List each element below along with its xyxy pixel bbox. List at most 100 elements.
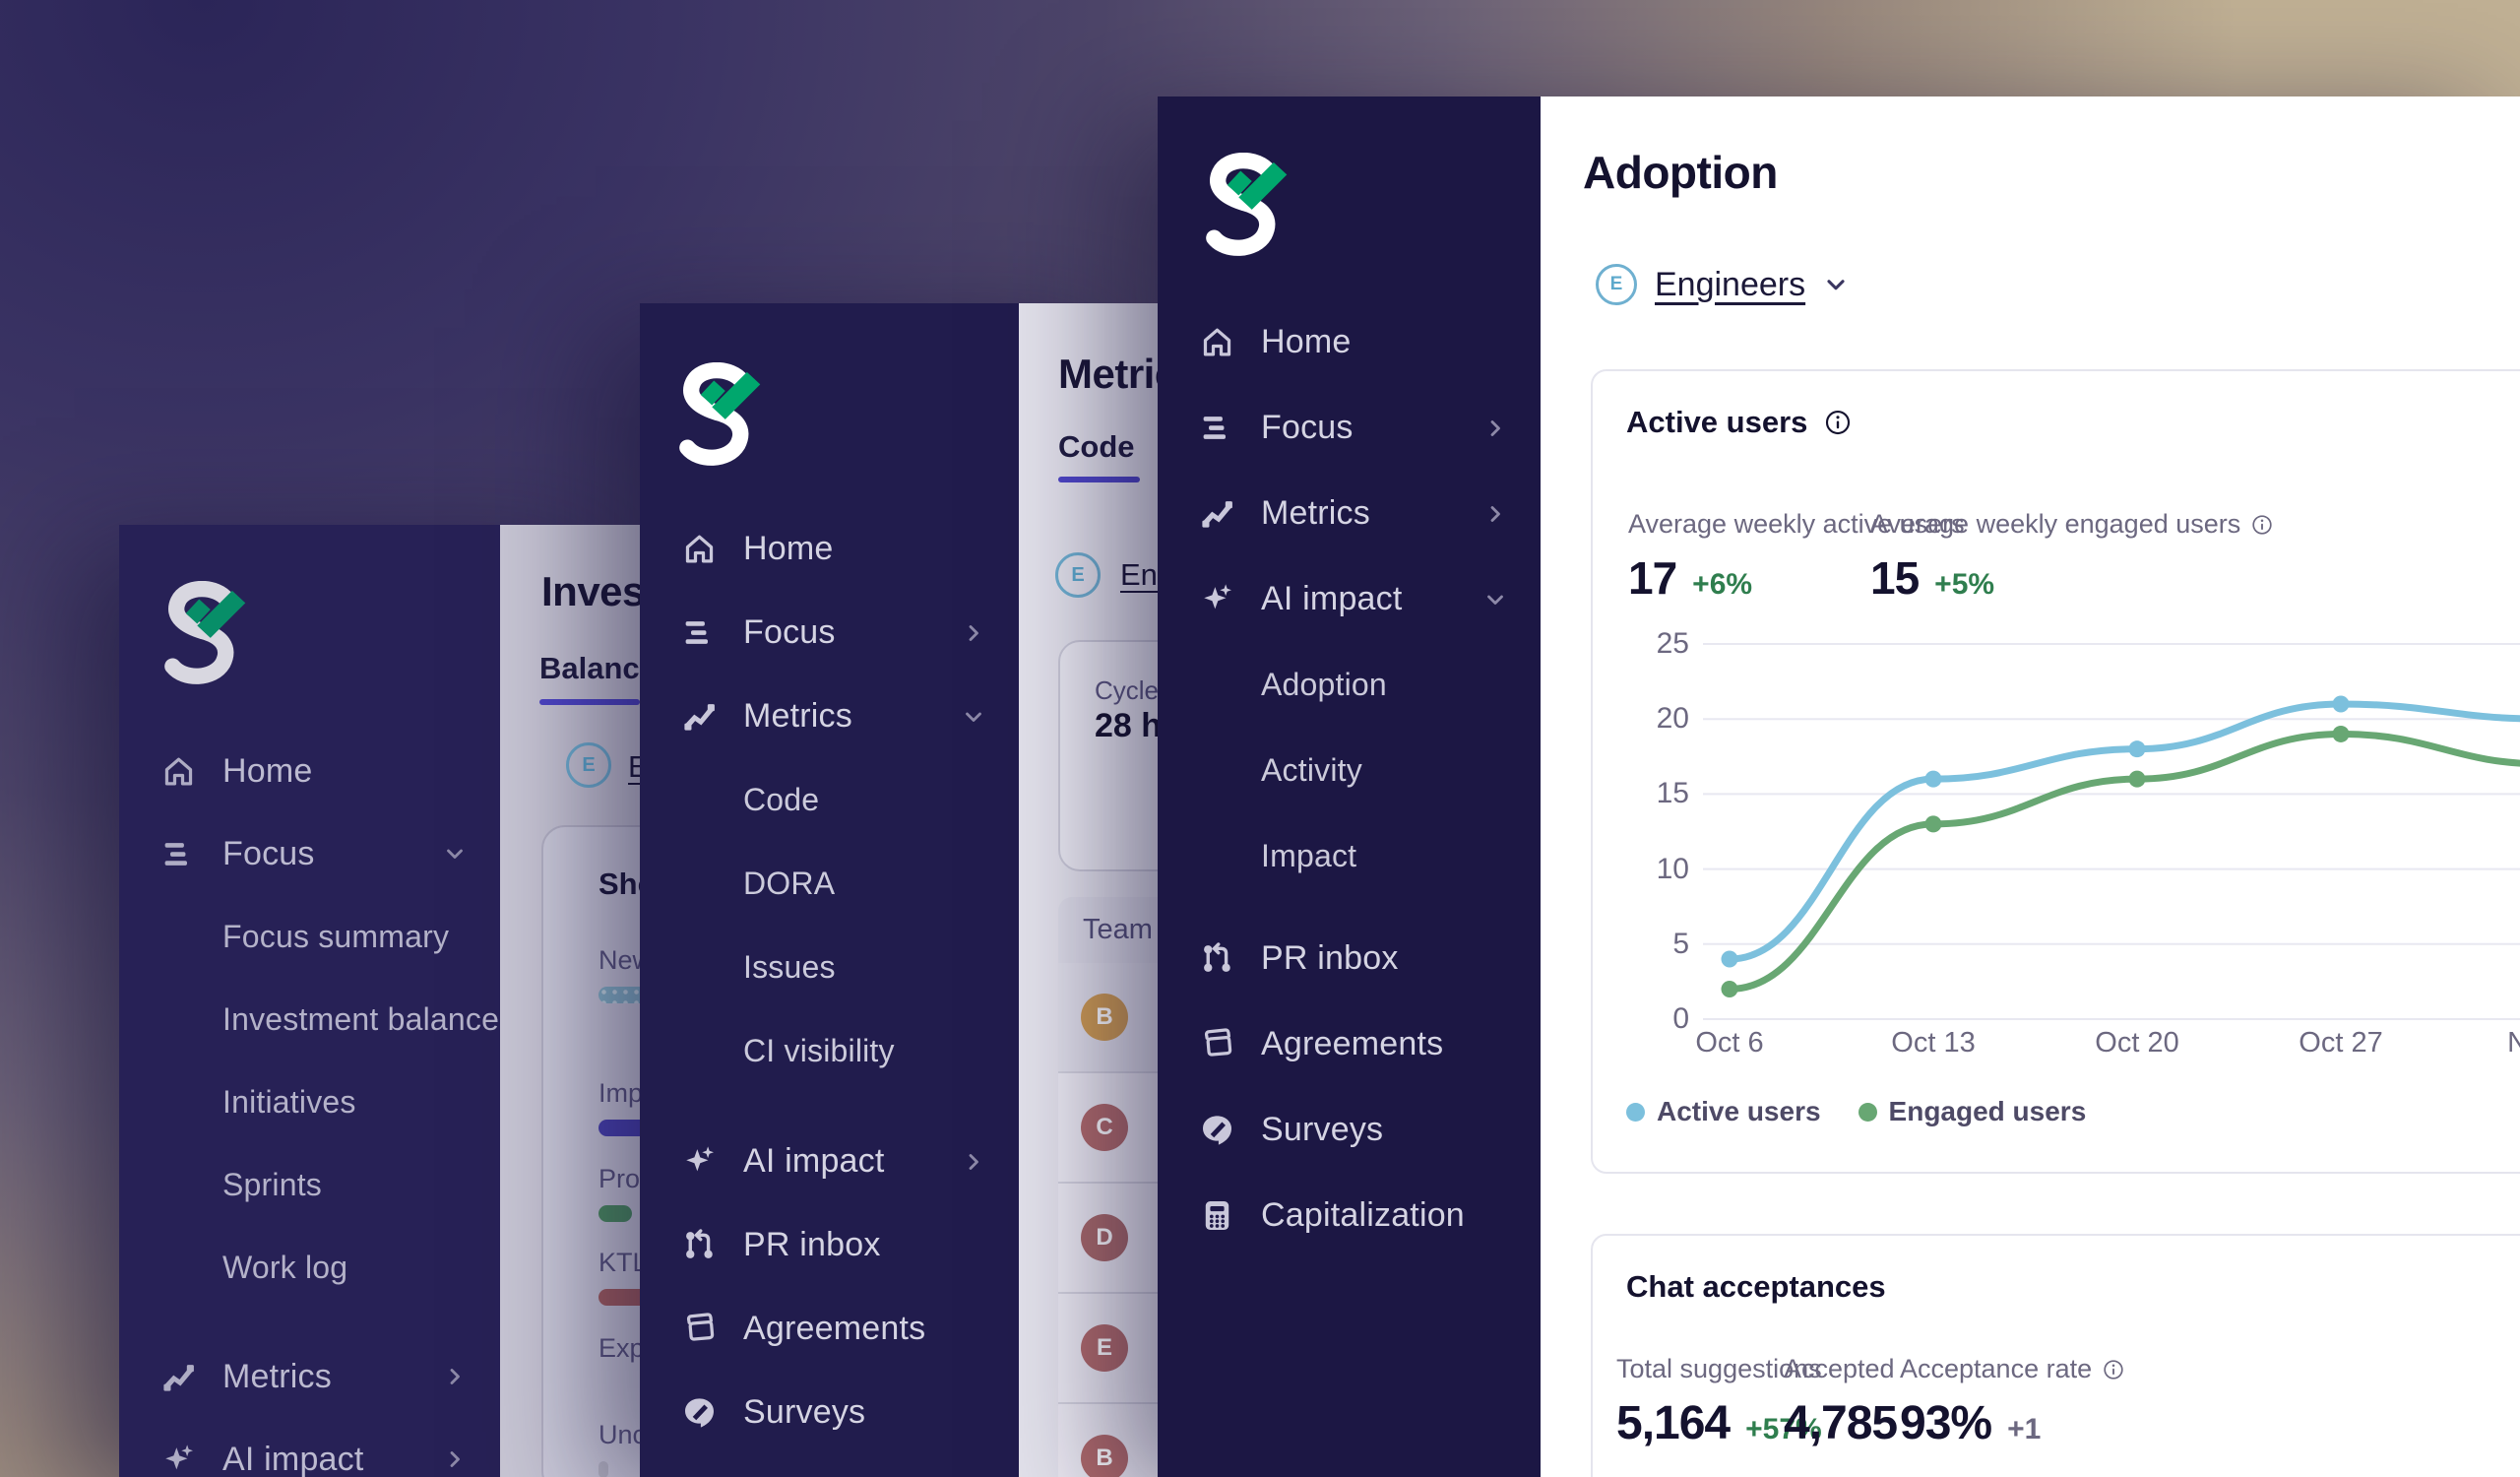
sidebar-item-capitalization[interactable]: Capitalization [640,1454,1019,1477]
chat-pencil-icon [681,1394,718,1431]
category-label: Productivity [598,1164,640,1193]
sidebar-item-label: Impact [1261,838,1357,873]
page-title: Metrics [1058,351,1158,397]
sidebar-item-work-log[interactable]: Work log [119,1226,500,1309]
legend-label: Engaged users [1888,1096,2087,1126]
sidebar-item-surveys[interactable]: Surveys [1158,1087,1541,1173]
info-icon[interactable] [2250,513,2274,537]
info-icon[interactable] [2102,1358,2125,1381]
sidebar-item-label: PR inbox [743,1226,881,1263]
sidebar-item-home[interactable]: Home [119,730,500,812]
tab-code[interactable]: Code [1058,429,1135,464]
sidebar-item-metrics[interactable]: Metrics [1158,471,1541,556]
sparkles-icon [160,1442,197,1477]
focus-icon [1199,410,1235,446]
sparkles-icon [681,1143,718,1180]
category-row: Experiments [598,1333,640,1364]
page-title: Investment balance [541,568,640,614]
sidebar-item-focus-summary[interactable]: Focus summary [119,895,500,978]
sidebar-item-ai-impact[interactable]: AI impact [119,1418,500,1477]
sidebar-item-label: Metrics [222,1357,332,1395]
table-row[interactable]: E [1058,1294,1158,1404]
x-axis-tick: Oct 20 [2095,1027,2179,1059]
team-selector-link[interactable]: Engineers [1120,557,1158,592]
team-badge[interactable]: E [1055,552,1101,598]
avatar: B [1081,1435,1128,1477]
chat-acceptances-card: Chat acceptances Total suggestions 5,164… [1591,1234,2520,1477]
sidebar-item-pr-inbox[interactable]: PR inbox [1158,916,1541,1001]
sidebar-item-ci-visibility[interactable]: CI visibility [640,1009,1019,1093]
sidebar-item-initiatives[interactable]: Initiatives [119,1060,500,1143]
stat-label: Acceptance rate [1900,1354,2093,1383]
sidebar-item-surveys[interactable]: Surveys [640,1371,1019,1454]
metrics-content: Metrics Code E Engineers Cycle time 28 h… [1019,303,1158,1477]
table-row[interactable]: B [1058,1404,1158,1477]
sidebar-item-dora[interactable]: DORA [640,842,1019,926]
avatar: D [1081,1214,1128,1261]
legend-engaged-users: Engaged users [1858,1096,2087,1127]
sidebar-item-label: Work log [222,1249,348,1285]
sidebar-item-impact[interactable]: Impact [1158,813,1541,899]
sidebar-item-focus[interactable]: Focus [119,812,500,895]
sidebar-item-label: AI impact [222,1440,364,1477]
table-row[interactable]: D [1058,1184,1158,1294]
legend-label: Active users [1657,1096,1821,1126]
sidebar-item-sprints[interactable]: Sprints [119,1143,500,1226]
stat-engaged-users: Average weekly engaged users 15 +5% [1870,509,2274,605]
avatar: C [1081,1104,1128,1151]
avatar: E [1081,1324,1128,1372]
sidebar-item-adoption[interactable]: Adoption [1158,642,1541,728]
stat-label: Total suggestions [1616,1354,1822,1383]
info-icon[interactable] [1823,408,1853,437]
sidebar-item-label: CI visibility [743,1033,895,1068]
sidebar-item-ai-impact[interactable]: AI impact [1158,556,1541,642]
swarmia-logo-icon [672,362,767,469]
chevron-right-icon [962,1150,985,1174]
sidebar-item-focus[interactable]: Focus [1158,385,1541,471]
sidebar-item-label: Agreements [1261,1025,1444,1062]
sidebar-item-label: Focus [1261,409,1354,446]
sidebar-item-label: Code [743,782,820,817]
screen-metrics-code: Home Focus Metrics Code DORA Issues CI v… [640,303,1158,1477]
sidebar-item-code[interactable]: Code [640,758,1019,842]
sidebar: Home Focus Metrics Code DORA Issues CI v… [640,303,1019,1477]
sidebar-item-label: Sprints [222,1166,322,1202]
tab-balance[interactable]: Balance [539,651,640,685]
x-axis-tick: Oct 27 [2299,1027,2383,1059]
category-row: Improvements [598,1078,640,1136]
sidebar-item-investment-balance[interactable]: Investment balance [119,978,500,1060]
chevron-right-icon [962,621,985,645]
table-row[interactable]: B [1058,963,1158,1073]
sidebar-item-agreements[interactable]: Agreements [640,1287,1019,1371]
table-row[interactable]: C [1058,1073,1158,1184]
team-table: Team B C D E B [1058,897,1158,1477]
stat-acceptance-rate: Acceptance rate 93% +1 [1900,1354,2125,1450]
sparkles-icon [1199,581,1235,617]
chevron-right-icon [443,1365,467,1388]
sidebar-item-metrics[interactable]: Metrics [640,674,1019,758]
sidebar-item-issues[interactable]: Issues [640,926,1019,1009]
category-label: Uncategorized [598,1420,640,1449]
team-filter[interactable]: E Engineers [1596,264,1849,305]
stat-label: Average weekly active users [1628,509,1965,539]
sidebar-item-home[interactable]: Home [640,507,1019,591]
category-label: KTLO [598,1248,640,1277]
sidebar-item-capitalization[interactable]: Capitalization [1158,1173,1541,1258]
sidebar-item-activity[interactable]: Activity [1158,728,1541,813]
chart-legend: Active users Engaged users [1626,1096,2086,1127]
category-bar [598,1289,640,1306]
team-badge[interactable]: E [566,742,611,788]
stat-total-suggestions: Total suggestions 5,164 +57% [1616,1354,1822,1450]
stat-label: Average weekly engaged users [1870,509,2241,539]
x-axis-tick: Oct 6 [1695,1027,1764,1059]
chevron-down-icon [962,705,985,729]
category-label: Improvements [598,1078,640,1108]
sidebar-item-agreements[interactable]: Agreements [1158,1001,1541,1087]
stat-delta: +5% [1934,568,1995,601]
sidebar-item-pr-inbox[interactable]: PR inbox [640,1203,1019,1287]
team-selector-link[interactable]: Engineers [628,749,640,784]
sidebar-item-home[interactable]: Home [1158,299,1541,385]
sidebar-item-ai-impact[interactable]: AI impact [640,1120,1019,1203]
sidebar-item-metrics[interactable]: Metrics [119,1335,500,1418]
sidebar-item-focus[interactable]: Focus [640,591,1019,674]
